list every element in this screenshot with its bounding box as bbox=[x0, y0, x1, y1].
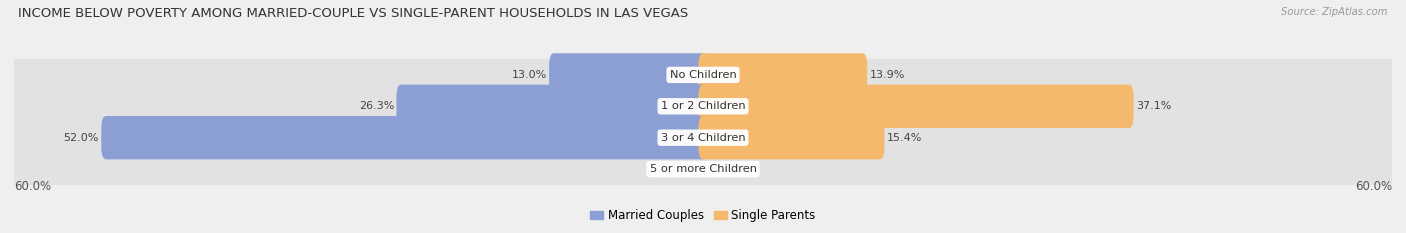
FancyBboxPatch shape bbox=[14, 59, 1392, 91]
Text: 52.0%: 52.0% bbox=[63, 133, 98, 143]
FancyBboxPatch shape bbox=[699, 85, 1133, 128]
Legend: Married Couples, Single Parents: Married Couples, Single Parents bbox=[586, 205, 820, 227]
Text: 60.0%: 60.0% bbox=[14, 181, 51, 193]
Text: 5 or more Children: 5 or more Children bbox=[650, 164, 756, 174]
Text: INCOME BELOW POVERTY AMONG MARRIED-COUPLE VS SINGLE-PARENT HOUSEHOLDS IN LAS VEG: INCOME BELOW POVERTY AMONG MARRIED-COUPL… bbox=[18, 7, 689, 20]
Text: Source: ZipAtlas.com: Source: ZipAtlas.com bbox=[1281, 7, 1388, 17]
FancyBboxPatch shape bbox=[550, 53, 707, 96]
Text: 0.0%: 0.0% bbox=[668, 164, 696, 174]
FancyBboxPatch shape bbox=[699, 116, 884, 159]
Text: 37.1%: 37.1% bbox=[1136, 101, 1171, 111]
Text: 0.0%: 0.0% bbox=[710, 164, 738, 174]
Text: 15.4%: 15.4% bbox=[887, 133, 922, 143]
Text: 1 or 2 Children: 1 or 2 Children bbox=[661, 101, 745, 111]
FancyBboxPatch shape bbox=[14, 90, 1392, 122]
Text: 26.3%: 26.3% bbox=[359, 101, 394, 111]
Text: No Children: No Children bbox=[669, 70, 737, 80]
FancyBboxPatch shape bbox=[14, 122, 1392, 154]
FancyBboxPatch shape bbox=[396, 85, 707, 128]
Text: 60.0%: 60.0% bbox=[1355, 181, 1392, 193]
FancyBboxPatch shape bbox=[101, 116, 707, 159]
FancyBboxPatch shape bbox=[14, 153, 1392, 185]
Text: 13.9%: 13.9% bbox=[869, 70, 905, 80]
Text: 13.0%: 13.0% bbox=[512, 70, 547, 80]
FancyBboxPatch shape bbox=[699, 53, 868, 96]
Text: 3 or 4 Children: 3 or 4 Children bbox=[661, 133, 745, 143]
